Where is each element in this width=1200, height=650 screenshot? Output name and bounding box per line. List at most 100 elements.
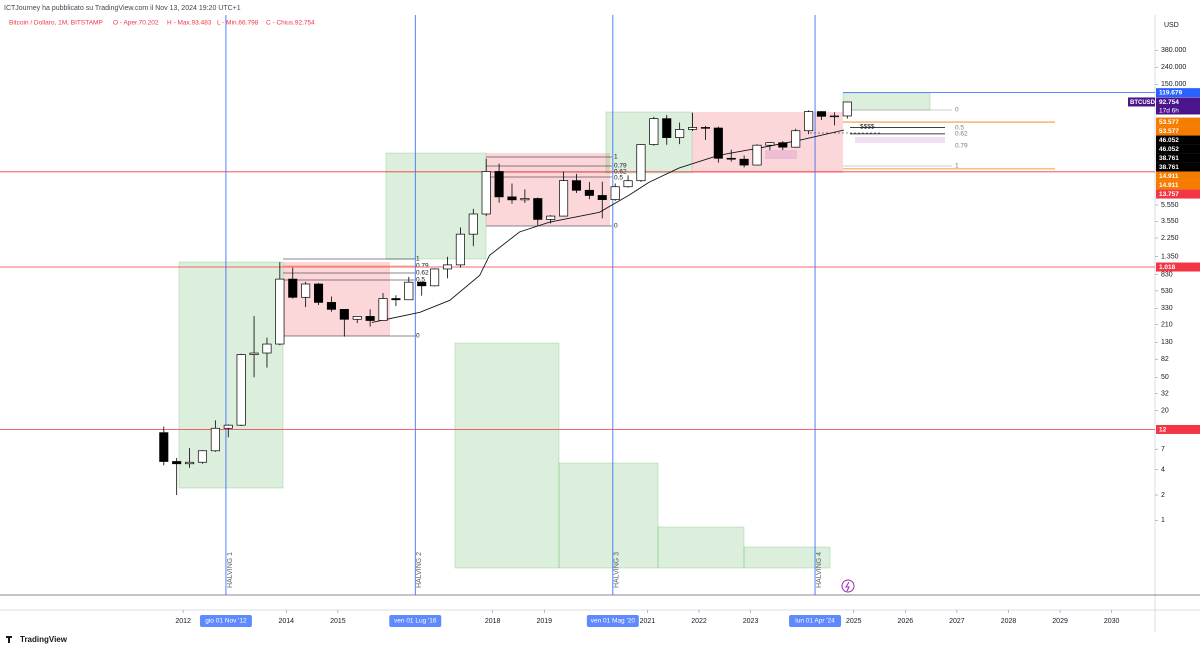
candle-body <box>610 186 620 200</box>
moving-average <box>371 129 844 323</box>
y-tick-label: 3.550 <box>1161 218 1179 225</box>
candle-body <box>571 180 582 191</box>
fib-label: 0.79 <box>416 263 429 270</box>
y-tick-label: 210 <box>1161 322 1173 329</box>
candle-body <box>172 461 182 465</box>
logo-mark <box>6 636 12 643</box>
candle-body <box>842 101 852 117</box>
candle-body <box>816 111 827 117</box>
candle-body <box>352 316 362 320</box>
y-tick-label: 830 <box>1161 271 1173 278</box>
x-tick-label: 2021 <box>640 618 656 625</box>
fib-label: 1 <box>955 163 959 170</box>
x-tick-label: 2023 <box>743 618 759 625</box>
candle-body <box>804 111 814 132</box>
y-tick-label: 2 <box>1161 492 1165 499</box>
fib-label: 0.62 <box>614 169 627 176</box>
candle-body <box>391 298 401 301</box>
candle-body <box>326 302 336 310</box>
date-highlight <box>199 615 252 627</box>
halving-date: ven 01 Mag '20 <box>591 618 636 625</box>
candle-body <box>778 142 788 148</box>
fib-label: 0 <box>955 107 959 114</box>
price-tag-label: 53.577 <box>1159 119 1179 126</box>
fib-label: 0.79 <box>955 143 968 150</box>
x-tick-label: 2012 <box>175 618 191 625</box>
green-box <box>454 342 560 569</box>
candle-body <box>301 283 311 298</box>
price-tag-label: 46.052 <box>1159 146 1179 153</box>
price-tag <box>1156 88 1200 98</box>
price-tag <box>1156 126 1200 136</box>
purple-box <box>855 137 945 143</box>
candle-body <box>520 198 530 201</box>
halving-label: HALVING 2 <box>416 552 423 588</box>
candle-body <box>378 298 388 321</box>
candle-body <box>623 180 633 188</box>
candle-body <box>365 316 375 321</box>
price-tag-label: 38.761 <box>1159 164 1179 171</box>
price-tag-label: 92.754 <box>1159 99 1179 106</box>
price-tag-label: 14.911 <box>1159 182 1179 189</box>
green-box <box>657 526 745 569</box>
candle-body <box>584 189 594 196</box>
candle-body <box>675 129 685 138</box>
y-tick-label: 380.000 <box>1161 47 1186 54</box>
candle-body <box>507 196 517 201</box>
price-tag <box>1156 162 1200 172</box>
y-tick-label: 530 <box>1161 288 1173 295</box>
currency-label: USD <box>1164 22 1179 29</box>
candle-body <box>197 450 208 463</box>
x-tick-label: 2027 <box>949 618 965 625</box>
price-tag <box>1156 144 1200 154</box>
x-tick-label: 2019 <box>536 618 552 625</box>
green-box <box>558 462 659 569</box>
x-tick-label: 2029 <box>1052 618 1068 625</box>
price-tag-label: 53.577 <box>1159 128 1179 135</box>
candle-body <box>262 343 272 354</box>
fib-label: 0.5 <box>614 175 623 182</box>
y-tick-label: 4 <box>1161 467 1165 474</box>
price-tag <box>1156 424 1200 434</box>
candle-body <box>442 264 453 270</box>
price-tag <box>1156 135 1200 145</box>
candle-body <box>752 144 762 166</box>
candle-body <box>430 268 440 287</box>
y-tick-label: 50 <box>1161 374 1169 381</box>
legend-value: C - Chius.92.754 <box>266 20 315 27</box>
y-tick-label: 2.250 <box>1161 235 1179 242</box>
fib-label: 0.5 <box>416 277 425 284</box>
candle-body <box>662 118 672 138</box>
y-tick-label: 1.350 <box>1161 254 1179 261</box>
halving-label: HALVING 4 <box>816 552 823 588</box>
candle-body <box>791 130 801 148</box>
red-box <box>486 153 610 226</box>
fib-label: 0.62 <box>416 270 429 277</box>
date-highlight <box>586 615 639 627</box>
red-box <box>283 262 390 336</box>
x-tick-label: 2015 <box>330 618 346 625</box>
price-tag-label: 119.679 <box>1159 90 1183 97</box>
price-tag-label: 12 <box>1159 426 1167 433</box>
candle-body <box>210 427 220 452</box>
event-icon[interactable] <box>841 579 855 593</box>
price-tag-label: 13.757 <box>1159 191 1179 198</box>
candle-body <box>829 115 839 118</box>
symbol-tag <box>1128 97 1155 107</box>
halving-date: ven 01 Lug '16 <box>394 618 437 625</box>
symbol-label: BTCUSD <box>1130 100 1156 106</box>
price-tag <box>1156 153 1200 163</box>
legend-value: H - Max.93.483 <box>167 20 212 27</box>
x-tick-label: 2025 <box>846 618 862 625</box>
fib-label: 0.5 <box>955 125 964 132</box>
legend-value: L - Min.66.798 <box>217 20 259 27</box>
y-tick-label: 32 <box>1161 390 1169 397</box>
price-tag-sub <box>1156 106 1200 115</box>
candle-body <box>249 352 259 355</box>
candle-body <box>275 278 285 345</box>
green-box <box>385 152 487 260</box>
y-tick-label: 240.000 <box>1161 64 1186 71</box>
candle-body <box>687 127 698 130</box>
green-box <box>178 261 284 489</box>
